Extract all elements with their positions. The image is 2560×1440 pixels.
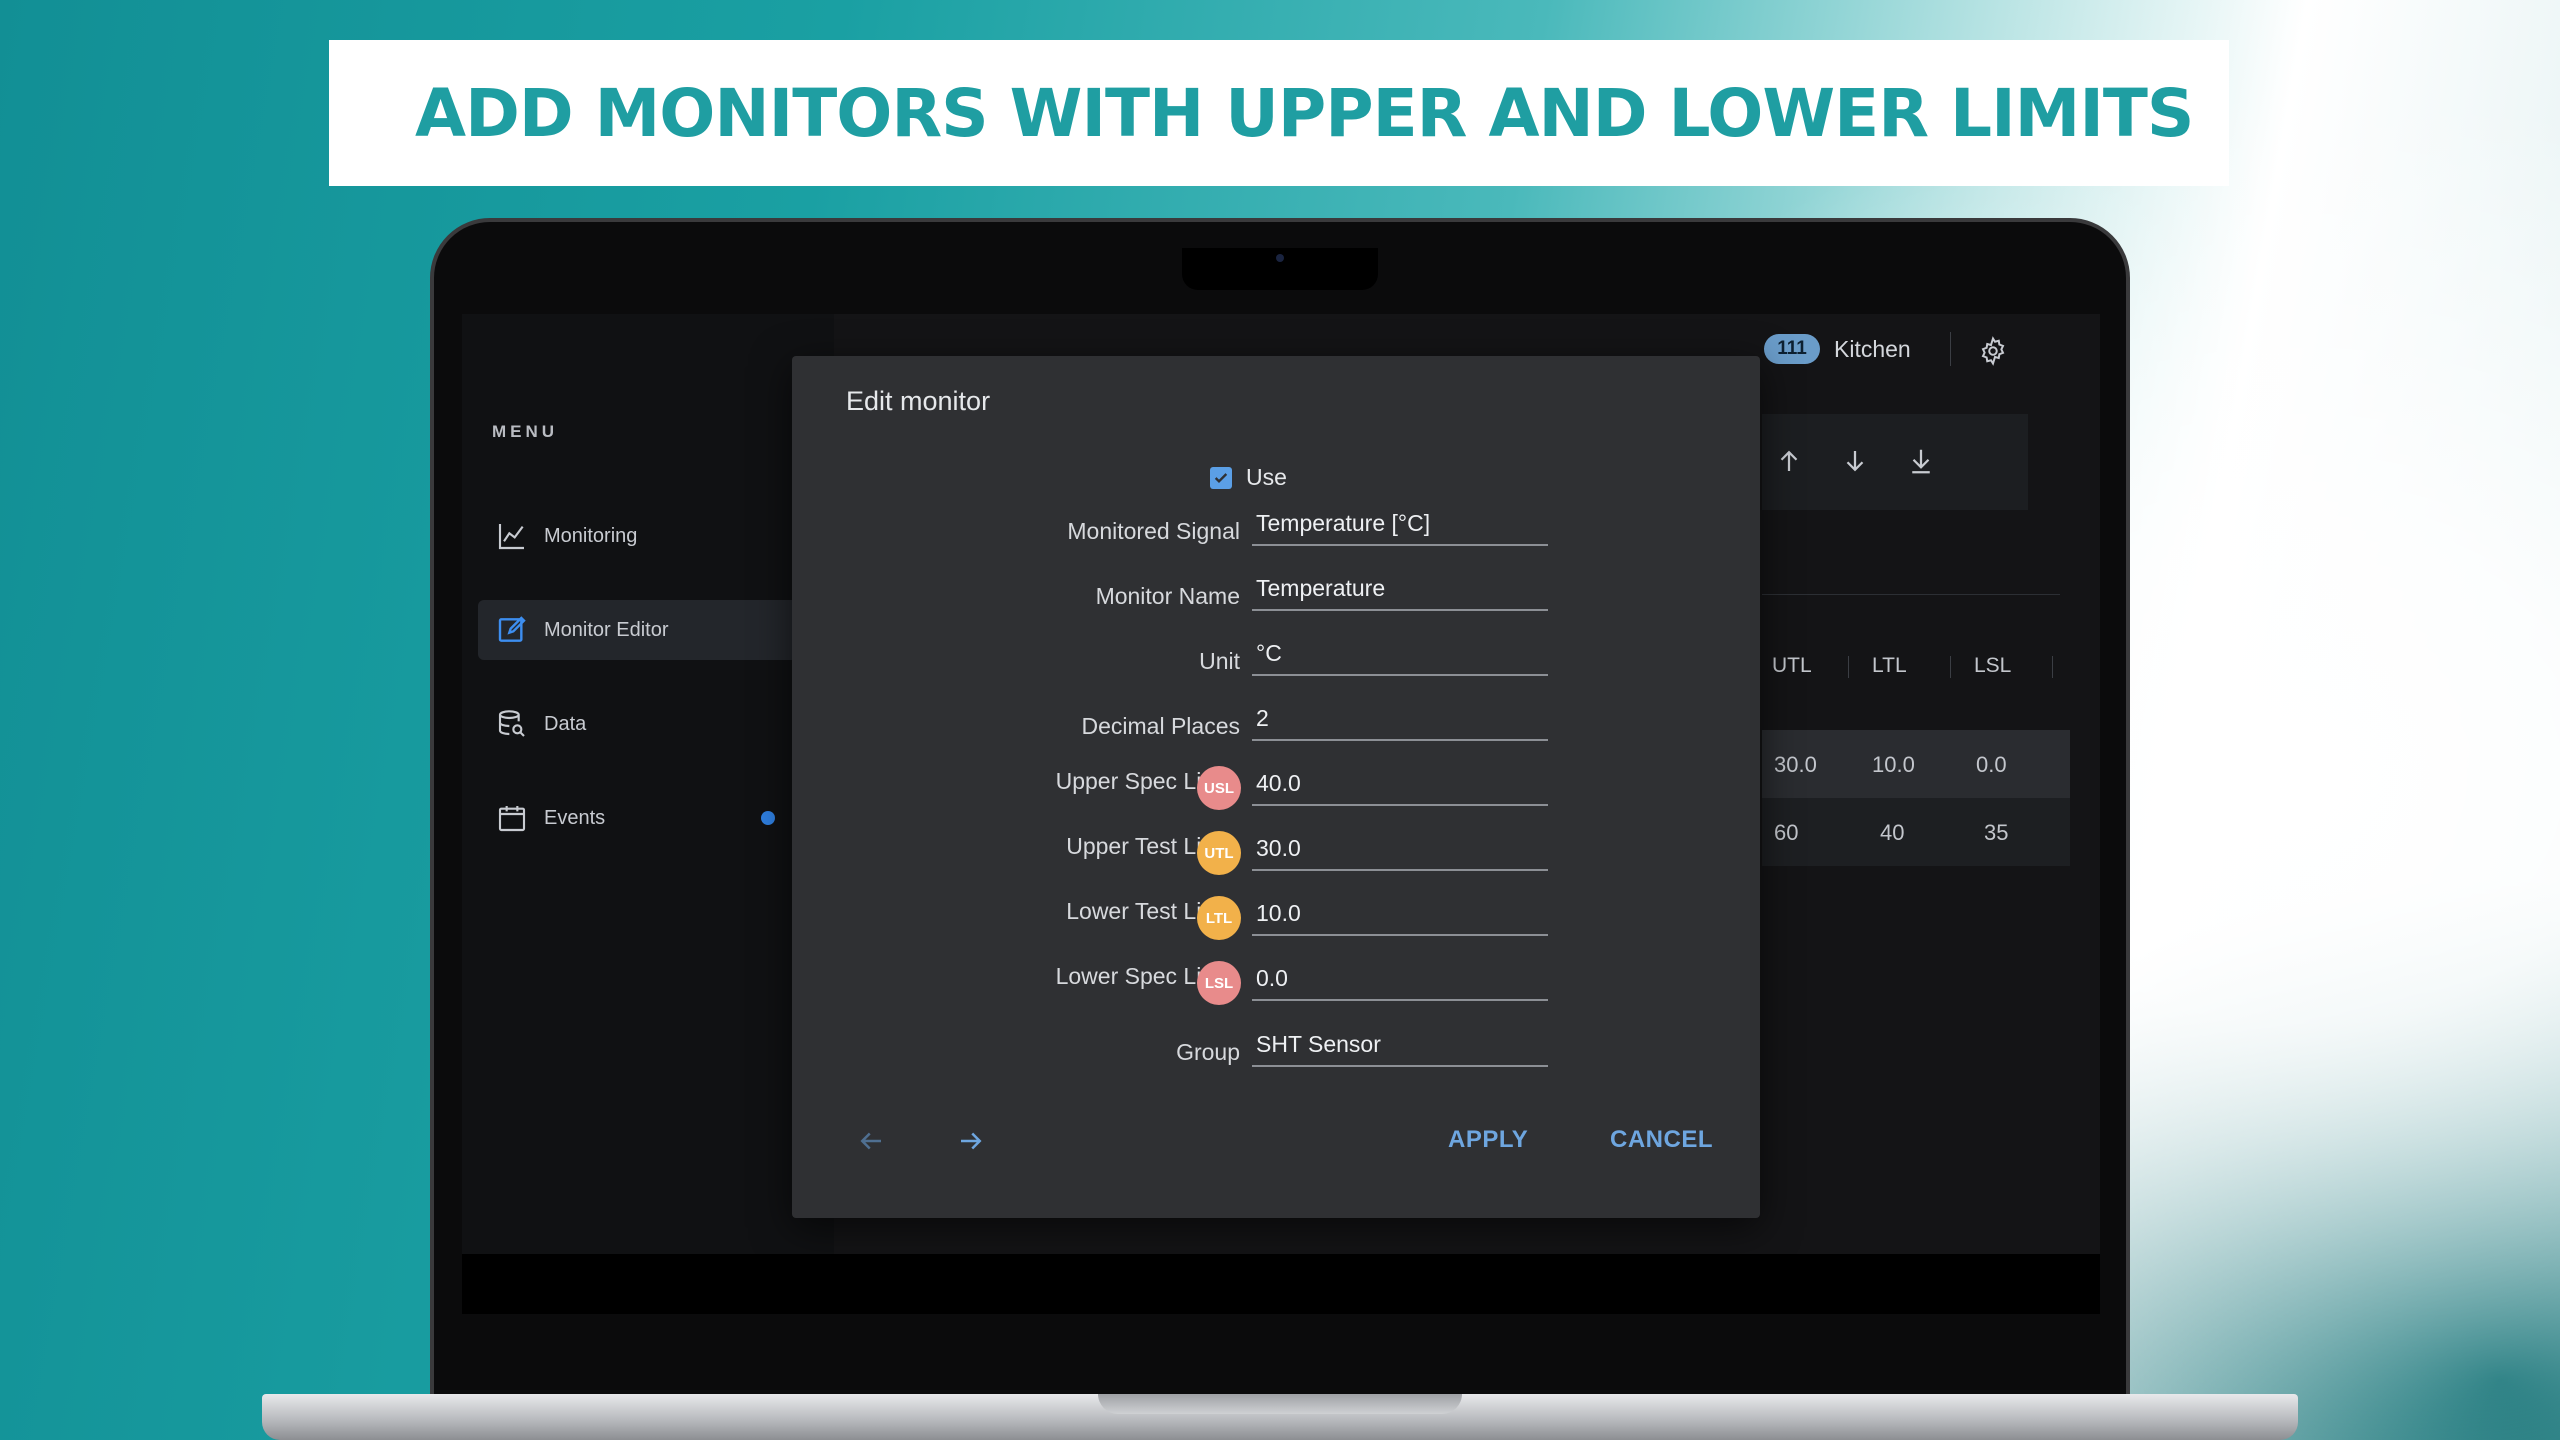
table-toolbar bbox=[1762, 414, 2028, 510]
notification-dot bbox=[761, 811, 775, 825]
camera-icon bbox=[1276, 254, 1284, 262]
table-cell: 60 bbox=[1774, 820, 1799, 845]
sidebar-item-label: Monitoring bbox=[544, 524, 638, 547]
checkmark-icon bbox=[1214, 472, 1228, 483]
monitor-name-input[interactable]: Temperature bbox=[1252, 571, 1548, 611]
column-header-ltl[interactable]: LTL bbox=[1872, 654, 1907, 677]
monitor-name-label: Monitor Name bbox=[1095, 583, 1240, 609]
dialog-title: Edit monitor bbox=[846, 386, 991, 416]
upper-test-limit-input[interactable]: 30.0 bbox=[1252, 831, 1548, 871]
table-cell: 10.0 bbox=[1872, 752, 1915, 777]
ltl-badge: LTL bbox=[1197, 896, 1241, 940]
calendar-icon bbox=[498, 806, 526, 832]
location-badge: 111 bbox=[1764, 334, 1820, 364]
lower-test-limit-input[interactable]: 10.0 bbox=[1252, 896, 1548, 936]
sidebar-item-label: Monitor Editor bbox=[544, 618, 669, 641]
table-cell: 0.0 bbox=[1976, 752, 2007, 777]
sidebar: MENU Monitoring Monitor Editor Data bbox=[462, 314, 834, 1254]
cancel-button[interactable]: CANCEL bbox=[1610, 1126, 1713, 1153]
decimal-places-label: Decimal Places bbox=[1081, 713, 1241, 739]
use-checkbox-row[interactable]: Use bbox=[1210, 464, 1287, 491]
header-divider bbox=[1950, 332, 1951, 366]
upper-spec-limit-input[interactable]: 40.0 bbox=[1252, 766, 1548, 806]
table-row[interactable]: 30.0 10.0 0.0 bbox=[1762, 730, 2070, 798]
lsl-badge: LSL bbox=[1197, 961, 1241, 1005]
column-header-utl[interactable]: UTL bbox=[1772, 654, 1812, 677]
menu-label: MENU bbox=[492, 422, 559, 441]
sidebar-item-events[interactable]: Events bbox=[478, 788, 798, 848]
arrow-right-icon[interactable] bbox=[956, 1126, 986, 1156]
database-search-icon bbox=[498, 710, 525, 737]
monitored-signal-input[interactable]: Temperature [°C] bbox=[1252, 506, 1548, 546]
table-cell: 40 bbox=[1880, 820, 1905, 845]
sidebar-item-monitoring[interactable]: Monitoring bbox=[478, 506, 798, 566]
download-icon[interactable] bbox=[1906, 446, 1936, 476]
location-name[interactable]: Kitchen bbox=[1834, 336, 1911, 362]
arrow-left-icon[interactable] bbox=[856, 1126, 886, 1156]
apply-button[interactable]: APPLY bbox=[1448, 1126, 1529, 1153]
sidebar-item-monitor-editor[interactable]: Monitor Editor bbox=[478, 600, 798, 660]
lower-spec-limit-input[interactable]: 0.0 bbox=[1252, 961, 1548, 1001]
arrow-up-icon[interactable] bbox=[1774, 446, 1804, 476]
table-cell: 30.0 bbox=[1774, 752, 1817, 777]
screen-bezel-bottom bbox=[462, 1254, 2100, 1314]
column-separator bbox=[2052, 656, 2053, 678]
table-row[interactable]: 60 40 35 bbox=[1762, 798, 2070, 866]
app-screen: MENU Monitoring Monitor Editor Data bbox=[462, 314, 2100, 1254]
arrow-down-icon[interactable] bbox=[1840, 446, 1870, 476]
unit-input[interactable]: °C bbox=[1252, 636, 1548, 676]
sidebar-item-data[interactable]: Data bbox=[478, 694, 798, 754]
decimal-places-input[interactable]: 2 bbox=[1252, 701, 1548, 741]
use-checkbox[interactable] bbox=[1210, 466, 1232, 489]
table-divider bbox=[1762, 594, 2060, 595]
use-label: Use bbox=[1246, 464, 1287, 490]
column-separator bbox=[1950, 656, 1951, 678]
headline-banner: ADD MONITORS WITH UPPER AND LOWER LIMITS bbox=[329, 40, 2229, 186]
usl-badge: USL bbox=[1197, 766, 1241, 810]
edit-monitor-dialog: Edit monitor Use Monitored Signal Temper… bbox=[792, 356, 1760, 1218]
edit-icon bbox=[498, 616, 526, 642]
gear-icon[interactable] bbox=[1978, 336, 2008, 366]
headline-title: ADD MONITORS WITH UPPER AND LOWER LIMITS bbox=[415, 74, 2194, 152]
group-input[interactable]: SHT Sensor bbox=[1252, 1027, 1548, 1067]
sidebar-item-label: Events bbox=[544, 806, 606, 829]
line-chart-icon bbox=[498, 524, 524, 550]
unit-label: Unit bbox=[1199, 648, 1240, 674]
laptop-base-notch bbox=[1098, 1394, 1462, 1414]
column-separator bbox=[1848, 656, 1849, 678]
group-label: Group bbox=[1176, 1039, 1240, 1065]
utl-badge: UTL bbox=[1197, 831, 1241, 875]
sidebar-item-label: Data bbox=[544, 712, 587, 735]
monitored-signal-label: Monitored Signal bbox=[1067, 518, 1240, 544]
column-header-lsl[interactable]: LSL bbox=[1974, 654, 2012, 677]
table-cell: 35 bbox=[1984, 820, 2009, 845]
